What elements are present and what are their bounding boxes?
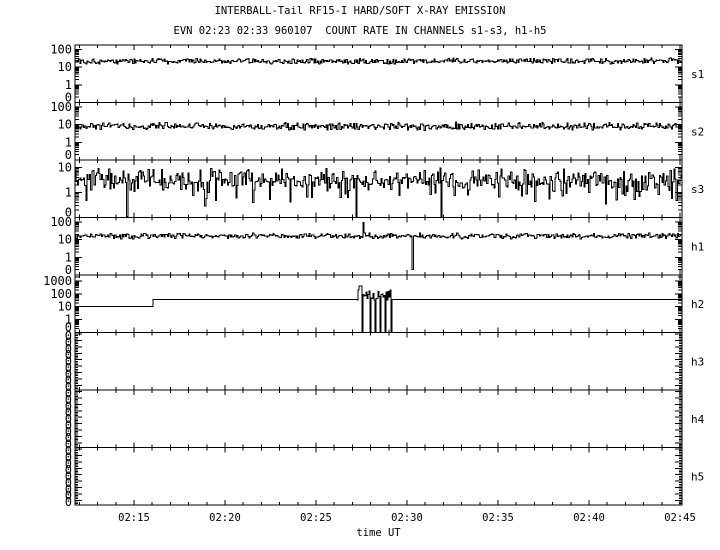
- y-tick-label: 0: [65, 263, 72, 277]
- y-tick-label: 100: [50, 42, 72, 56]
- y-tick-label: 0: [65, 450, 72, 464]
- y-tick-label: 0: [65, 355, 72, 369]
- panel-frame: [74, 44, 683, 103]
- y-tick-label: 0: [65, 148, 72, 162]
- y-tick-label: 1: [65, 78, 72, 92]
- y-tick-label: 1: [65, 135, 72, 149]
- panel-frame: [74, 159, 683, 218]
- series-h1: [75, 222, 682, 271]
- y-tick-label: 10: [58, 300, 72, 314]
- y-tick-label: 0: [65, 444, 72, 458]
- x-tick-label: 02:25: [300, 512, 332, 524]
- y-tick-label: 10: [58, 161, 72, 175]
- channel-label-s2: s2: [691, 125, 704, 138]
- y-tick-label: 0: [65, 348, 72, 362]
- y-tick-label: 100: [50, 215, 72, 229]
- series-s3: [75, 167, 682, 217]
- x-tick-label: 02:30: [391, 512, 423, 524]
- y-tick-label: 0: [65, 457, 72, 471]
- y-tick-label: 0: [65, 342, 72, 356]
- y-tick-label: 0: [65, 329, 72, 343]
- x-tick-label: 02:20: [209, 512, 241, 524]
- y-tick-label: 0: [65, 361, 72, 375]
- channel-label-h4: h4: [691, 413, 705, 426]
- y-tick-label: 0: [65, 406, 72, 420]
- channel-label-h3: h3: [691, 355, 704, 368]
- y-tick-label: 0: [65, 463, 72, 477]
- y-tick-label: 0: [65, 206, 72, 220]
- y-tick-label: 1000: [43, 274, 72, 288]
- x-tick-label: 02:40: [573, 512, 605, 524]
- y-tick-label: 100: [50, 287, 72, 301]
- y-tick-label: 1: [65, 250, 72, 264]
- y-tick-label: 0: [65, 380, 72, 394]
- y-tick-label: 0: [65, 470, 72, 484]
- panel-frame: [74, 332, 683, 391]
- panel-frame: [74, 217, 683, 276]
- channel-label-h2: h2: [691, 298, 704, 311]
- y-tick-label: 0: [65, 482, 72, 496]
- y-tick-label: 0: [65, 425, 72, 439]
- y-tick-label: 0: [65, 495, 72, 509]
- y-tick-label: 1: [65, 313, 72, 327]
- chart-subtitle: EVN 02:23 02:33 960107 COUNT RATE IN CHA…: [173, 25, 547, 37]
- y-tick-label: 1: [65, 186, 72, 200]
- y-tick-label: 0: [65, 412, 72, 426]
- y-tick-label: 0: [65, 489, 72, 503]
- y-tick-label: 0: [65, 387, 72, 401]
- series-s1: [75, 57, 682, 65]
- y-tick-label: 0: [65, 393, 72, 407]
- y-tick-label: 0: [65, 399, 72, 413]
- y-tick-label: 0: [65, 438, 72, 452]
- y-tick-label: 10: [58, 60, 72, 74]
- y-tick-label: 10: [58, 233, 72, 247]
- x-axis-title: time UT: [356, 527, 401, 539]
- y-tick-label: 0: [65, 91, 72, 105]
- channel-label-s3: s3: [691, 183, 704, 196]
- y-tick-label: 0: [65, 367, 72, 381]
- y-tick-label: 10: [58, 118, 72, 132]
- panel-frame: [74, 274, 683, 333]
- x-tick-label: 02:15: [118, 512, 150, 524]
- y-tick-label: 100: [50, 100, 72, 114]
- channel-label-h5: h5: [691, 470, 704, 483]
- panel-frame: [74, 389, 683, 448]
- panel-frame: [74, 102, 683, 161]
- x-tick-label: 02:35: [482, 512, 514, 524]
- y-tick-label: 0: [65, 374, 72, 388]
- channel-label-s1: s1: [691, 68, 704, 81]
- x-tick-label: 02:45: [664, 512, 696, 524]
- series-h2: [75, 285, 682, 333]
- y-tick-label: 0: [65, 321, 72, 335]
- y-tick-label: 0: [65, 335, 72, 349]
- channel-label-h1: h1: [691, 240, 704, 253]
- y-tick-label: 0: [65, 476, 72, 490]
- y-tick-label: 0: [65, 431, 72, 445]
- chart-title: INTERBALL-Tail RF15-I HARD/SOFT X-RAY EM…: [214, 5, 506, 17]
- series-s2: [75, 121, 682, 131]
- y-tick-label: 0: [65, 418, 72, 432]
- panel-frame: [74, 447, 683, 506]
